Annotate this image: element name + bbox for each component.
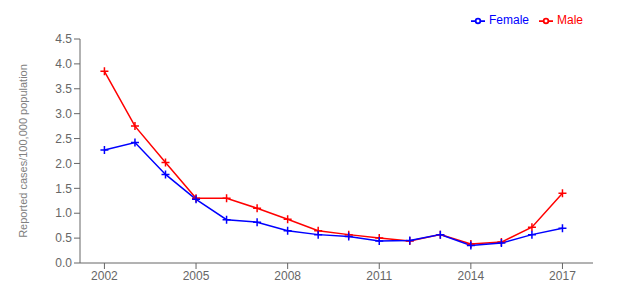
svg-text:2.0: 2.0 bbox=[55, 157, 72, 171]
svg-text:2005: 2005 bbox=[183, 269, 210, 283]
svg-text:0.0: 0.0 bbox=[55, 256, 72, 270]
svg-text:3.0: 3.0 bbox=[55, 107, 72, 121]
svg-text:1.5: 1.5 bbox=[55, 182, 72, 196]
svg-text:2017: 2017 bbox=[549, 269, 576, 283]
svg-text:2002: 2002 bbox=[91, 269, 118, 283]
svg-text:0.5: 0.5 bbox=[55, 231, 72, 245]
svg-text:2.5: 2.5 bbox=[55, 132, 72, 146]
svg-text:3.5: 3.5 bbox=[55, 82, 72, 96]
svg-text:1.0: 1.0 bbox=[55, 206, 72, 220]
svg-text:2014: 2014 bbox=[458, 269, 485, 283]
svg-text:4.5: 4.5 bbox=[55, 32, 72, 46]
svg-text:2011: 2011 bbox=[366, 269, 392, 283]
svg-text:Reported cases/100,000 populat: Reported cases/100,000 population bbox=[17, 64, 29, 238]
svg-text:2008: 2008 bbox=[274, 269, 301, 283]
html-text:Male: Male bbox=[557, 13, 583, 27]
html-text:Female: Female bbox=[489, 13, 529, 27]
svg-text:4.0: 4.0 bbox=[55, 57, 72, 71]
